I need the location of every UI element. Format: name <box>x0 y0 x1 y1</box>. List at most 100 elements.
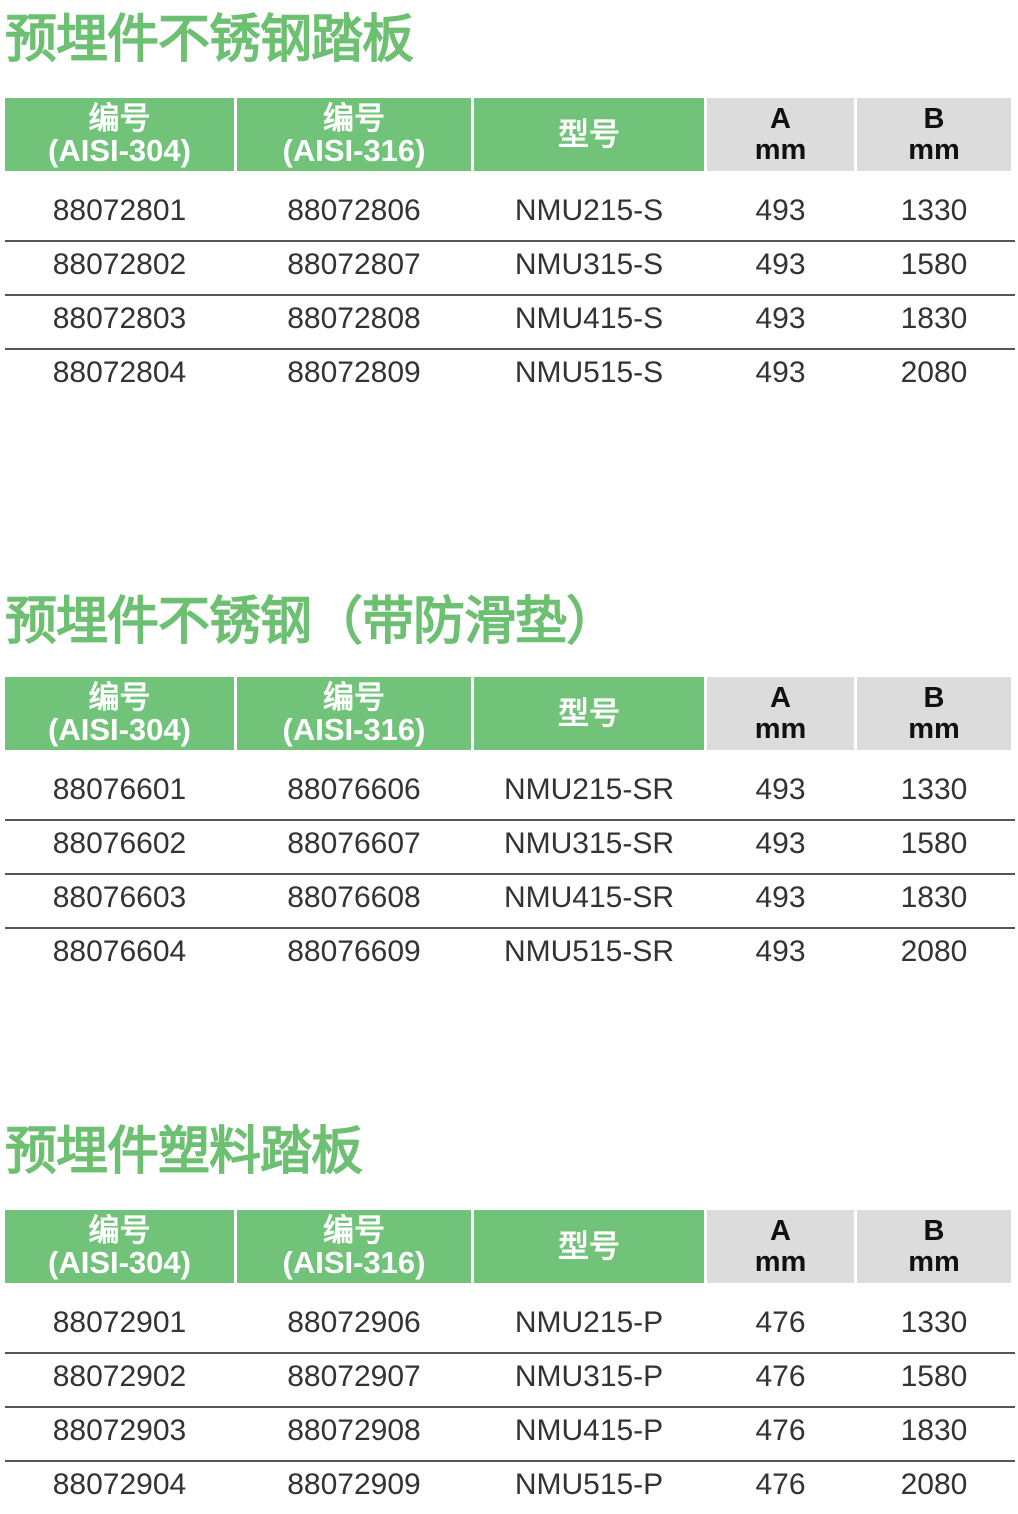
table-cell: 1330 <box>900 194 968 227</box>
table-cell: 88076607 <box>287 827 421 860</box>
section-title: 预埋件不锈钢（带防滑垫） <box>5 592 618 652</box>
table-cell: 2080 <box>900 1468 968 1501</box>
table-cell: 493 <box>755 302 806 335</box>
header-text: 型号 <box>558 116 620 152</box>
table-row: 88076604 88076609 NMU515-SR 493 2080 <box>5 927 1015 981</box>
table-cell: 476 <box>755 1306 806 1339</box>
table-cell: 88072906 <box>287 1306 421 1339</box>
table-row: 88076603 88076608 NMU415-SR 493 1830 <box>5 873 1015 929</box>
table-cell: 493 <box>755 827 806 860</box>
table-cell: 476 <box>755 1360 806 1393</box>
table-cell: 88072907 <box>287 1360 421 1393</box>
header-text: (AISI-304) <box>48 711 191 747</box>
header-aisi-304: 编号 (AISI-304) <box>5 1210 234 1283</box>
header-text: B <box>923 681 945 714</box>
table-row: 88072801 88072806 NMU215-S 493 1330 <box>5 186 1015 242</box>
table-cell: NMU315-S <box>514 248 664 281</box>
table-row: 88072804 88072809 NMU515-S 493 2080 <box>5 348 1015 402</box>
header-text: mm <box>754 1245 807 1278</box>
table-cell: 476 <box>755 1414 806 1447</box>
table-cell: 88076604 <box>52 935 187 968</box>
table-cell: 493 <box>755 248 806 281</box>
table-cell: 1830 <box>900 881 968 914</box>
header-text: A <box>770 681 791 714</box>
header-text: mm <box>754 133 807 166</box>
header-text: 编号 <box>323 679 385 715</box>
table-cell: 88072902 <box>52 1360 187 1393</box>
table-cell: NMU415-SR <box>503 881 675 914</box>
header-text: mm <box>754 712 807 745</box>
header-model: 型号 <box>474 98 704 171</box>
header-text: mm <box>908 133 960 166</box>
table-cell: NMU515-P <box>514 1468 664 1501</box>
table-cell: 88072806 <box>287 194 421 227</box>
table-row: 88072904 88072909 NMU515-P 476 2080 <box>5 1460 1015 1514</box>
table-cell: 88072903 <box>52 1414 187 1447</box>
header-aisi-316: 编号 (AISI-316) <box>237 98 471 171</box>
table-cell: 88072808 <box>287 302 421 335</box>
header-text: (AISI-316) <box>282 711 426 747</box>
header-text: 型号 <box>558 695 620 731</box>
header-text: A <box>770 102 791 135</box>
table-cell: NMU215-P <box>514 1306 664 1339</box>
table-cell: 88076603 <box>52 881 187 914</box>
table-cell: 1580 <box>900 248 968 281</box>
header-model: 型号 <box>474 677 704 750</box>
table-row: 88072803 88072808 NMU415-S 493 1830 <box>5 294 1015 350</box>
header-text: 型号 <box>558 1228 620 1264</box>
table-row: 88072903 88072908 NMU415-P 476 1830 <box>5 1406 1015 1462</box>
header-aisi-304: 编号 (AISI-304) <box>5 98 234 171</box>
table-cell: 88072801 <box>52 194 187 227</box>
table-cell: 88072807 <box>287 248 421 281</box>
table-cell: 88072804 <box>52 356 187 389</box>
table-cell: NMU515-SR <box>503 935 675 968</box>
table-cell: 88076601 <box>52 773 187 806</box>
table-cell: NMU415-P <box>514 1414 664 1447</box>
table-cell: NMU415-S <box>514 302 664 335</box>
table-cell: 493 <box>755 935 806 968</box>
header-text: B <box>923 1214 945 1247</box>
table-cell: 1580 <box>900 1360 968 1393</box>
header-text: 编号 <box>323 100 385 136</box>
table-cell: NMU315-P <box>514 1360 664 1393</box>
table-row: 88076602 88076607 NMU315-SR 493 1580 <box>5 819 1015 875</box>
header-text: 编号 <box>88 1212 151 1248</box>
table-cell: 1330 <box>900 773 968 806</box>
table-cell: 1830 <box>900 1414 968 1447</box>
header-text: B <box>923 102 945 135</box>
table-cell: NMU215-S <box>514 194 664 227</box>
header-text: 编号 <box>88 100 151 136</box>
table-cell: 88076608 <box>287 881 421 914</box>
table-row: 88076601 88076606 NMU215-SR 493 1330 <box>5 765 1015 821</box>
table-cell: NMU315-SR <box>503 827 675 860</box>
table-cell: 88076609 <box>287 935 421 968</box>
table-cell: 88072802 <box>52 248 187 281</box>
header-aisi-304: 编号 (AISI-304) <box>5 677 234 750</box>
section-title: 预埋件塑料踏板 <box>5 1122 363 1182</box>
table-cell: 88076606 <box>287 773 421 806</box>
table-cell: 1830 <box>900 302 968 335</box>
section-title: 预埋件不锈钢踏板 <box>5 10 414 70</box>
table-row: 88072901 88072906 NMU215-P 476 1330 <box>5 1298 1015 1354</box>
table-cell: 88072908 <box>287 1414 421 1447</box>
header-text: mm <box>908 1245 960 1278</box>
table-cell: 88076602 <box>52 827 187 860</box>
header-text: 编号 <box>88 679 151 715</box>
table-cell: NMU515-S <box>514 356 664 389</box>
table-cell: 88072904 <box>52 1468 187 1501</box>
header-aisi-316: 编号 (AISI-316) <box>237 677 471 750</box>
header-text: (AISI-316) <box>282 132 426 168</box>
header-aisi-316: 编号 (AISI-316) <box>237 1210 471 1283</box>
header-text: mm <box>908 712 960 745</box>
table-cell: 493 <box>755 194 806 227</box>
table-cell: 476 <box>755 1468 806 1501</box>
table-row: 88072802 88072807 NMU315-S 493 1580 <box>5 240 1015 296</box>
table-cell: 493 <box>755 881 806 914</box>
table-cell: 88072901 <box>52 1306 187 1339</box>
